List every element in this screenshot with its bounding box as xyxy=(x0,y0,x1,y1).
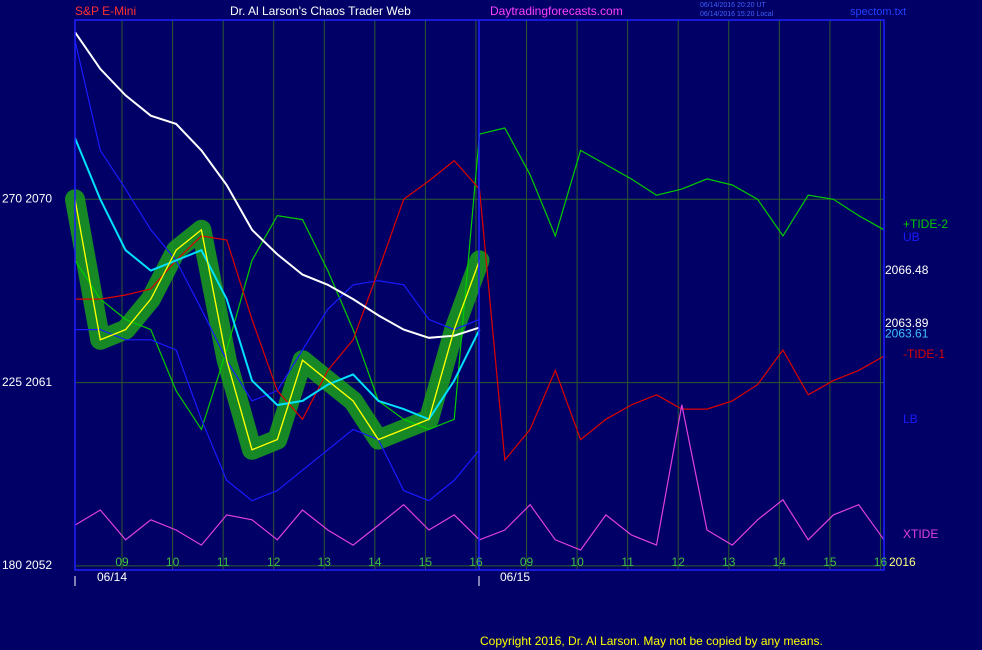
x-tick-label: 14 xyxy=(368,555,382,569)
price-label: 2063.61 xyxy=(885,327,929,341)
x-tick-label: 11 xyxy=(217,555,230,569)
series-line xyxy=(75,329,480,502)
series-line xyxy=(74,199,481,451)
x-tick-label: 15 xyxy=(419,555,433,569)
copyright: Copyright 2016, Dr. Al Larson. May not b… xyxy=(480,634,823,648)
legend-label: +TIDE-2 xyxy=(903,217,948,231)
series-line xyxy=(74,137,481,421)
x-tick-label: 12 xyxy=(267,555,281,569)
x-tick-label: 09 xyxy=(520,555,534,569)
header-site: Daytradingforecasts.com xyxy=(490,4,623,18)
x-tick-label: 12 xyxy=(672,555,686,569)
x-tick-label: 16 xyxy=(469,555,483,569)
price-label: 2066.48 xyxy=(885,263,929,277)
y-tick-label: 180 2052 xyxy=(2,558,52,572)
x-tick-label: 13 xyxy=(722,555,736,569)
x-tick-label: 16 xyxy=(874,555,888,569)
series-line xyxy=(74,31,480,339)
price-label: 2063.89 xyxy=(885,316,929,330)
x-tick-label: 09 xyxy=(115,555,129,569)
x-tick-label: 14 xyxy=(773,555,787,569)
y-tick-label: 270 2070 xyxy=(2,191,52,205)
legend-label: -TIDE-1 xyxy=(903,347,945,361)
header-time: 06/14/2016 15:20 Local xyxy=(700,11,774,18)
date-label: 06/15 xyxy=(500,570,530,584)
x-tick-label: 10 xyxy=(166,555,180,569)
y-tick-label: 225 2061 xyxy=(2,375,52,389)
chart-title: Dr. Al Larson's Chaos Trader Web xyxy=(230,4,411,18)
legend-label: XTIDE xyxy=(903,527,938,541)
legend-label: UB xyxy=(903,230,920,244)
header-left: S&P E-Mini xyxy=(75,4,136,18)
x-tick-label: 13 xyxy=(318,555,332,569)
x-tick-label: 11 xyxy=(621,555,634,569)
x-tick-label: 10 xyxy=(570,555,584,569)
year-label: 2016 xyxy=(889,555,916,569)
date-label: 06/14 xyxy=(97,570,127,584)
legend-label: LB xyxy=(903,412,918,426)
x-tick-label: 15 xyxy=(823,555,837,569)
header-file: spectom.txt xyxy=(850,6,906,18)
header-time: 06/14/2016 20:20 UT xyxy=(700,2,766,9)
